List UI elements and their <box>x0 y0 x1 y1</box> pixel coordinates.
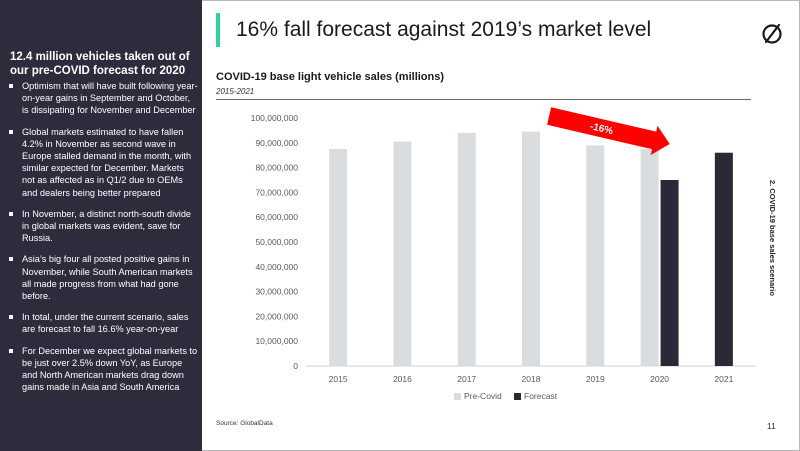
bar-pre-covid <box>393 141 412 366</box>
y-tick-label: 20,000,000 <box>255 311 298 321</box>
globaldata-logo-icon <box>762 23 782 44</box>
legend-swatch-pre-covid <box>454 393 461 400</box>
chart-title-divider <box>216 99 751 100</box>
bar-forecast <box>660 180 679 366</box>
x-tick-label: 2019 <box>586 374 605 384</box>
decline-arrow-shape <box>547 107 670 156</box>
bar-pre-covid <box>640 149 659 366</box>
chart-subtitle: 2015-2021 <box>216 87 255 96</box>
decline-annotation-label: -16% <box>589 121 614 137</box>
section-side-label-text: 2. COVID-19 base sales scenario <box>768 180 777 296</box>
sidebar-bullet: For December we expect global markets to… <box>8 345 198 394</box>
legend-label-forecast: Forecast <box>524 391 558 401</box>
sidebar-title: 12.4 million vehicles taken out of our p… <box>10 51 190 77</box>
sidebar-bullet-list: Optimism that will have built following … <box>8 80 198 402</box>
sidebar-bullet: Asia’s big four all posted positive gain… <box>8 253 198 302</box>
x-tick-label: 2020 <box>650 374 669 384</box>
y-tick-label: 70,000,000 <box>255 187 298 197</box>
y-tick-label: 80,000,000 <box>255 163 298 173</box>
sidebar-bullet: Global markets estimated to have fallen … <box>8 126 198 199</box>
y-tick-label: 60,000,000 <box>255 212 298 222</box>
source-note: Source: GlobalData <box>216 420 273 427</box>
section-side-label: 2. COVID-19 base sales scenario <box>767 180 779 300</box>
y-tick-label: 10,000,000 <box>255 336 298 346</box>
x-tick-label: 2021 <box>714 374 733 384</box>
bar-forecast <box>714 152 733 366</box>
sidebar-bullet: In November, a distinct north-south divi… <box>8 208 198 245</box>
y-tick-label: 30,000,000 <box>255 287 298 297</box>
x-tick-label: 2018 <box>522 374 541 384</box>
page-number: 11 <box>767 421 776 431</box>
sidebar-bullet: Optimism that will have built following … <box>8 80 198 117</box>
legend-swatch-forecast <box>514 393 521 400</box>
bar-pre-covid <box>586 145 605 366</box>
y-tick-label: 90,000,000 <box>255 138 298 148</box>
y-tick-label: 100,000,000 <box>251 113 299 123</box>
bar-chart: 0 10,000,000 20,000,000 30,000,000 40,000,00… <box>251 107 756 401</box>
x-tick-label: 2016 <box>393 374 412 384</box>
title-accent-bar <box>216 13 220 47</box>
bar-pre-covid <box>329 149 348 366</box>
y-tick-label: 0 <box>293 361 298 371</box>
bar-pre-covid <box>457 132 476 366</box>
decline-arrow-icon: -16% <box>547 107 670 156</box>
page-title: 16% fall forecast against 2019’s market … <box>236 18 652 41</box>
sidebar-bullet: In total, under the current scenario, sa… <box>8 311 198 335</box>
x-tick-label: 2015 <box>329 374 348 384</box>
sidebar-panel: 12.4 million vehicles taken out of our p… <box>0 0 202 451</box>
bar-pre-covid <box>522 131 540 366</box>
y-tick-label: 50,000,000 <box>255 237 298 247</box>
legend-label-pre-covid: Pre-Covid <box>464 391 502 401</box>
chart-title: COVID-19 base light vehicle sales (milli… <box>216 71 445 83</box>
x-tick-label: 2017 <box>457 374 476 384</box>
y-tick-label: 40,000,000 <box>255 262 298 272</box>
